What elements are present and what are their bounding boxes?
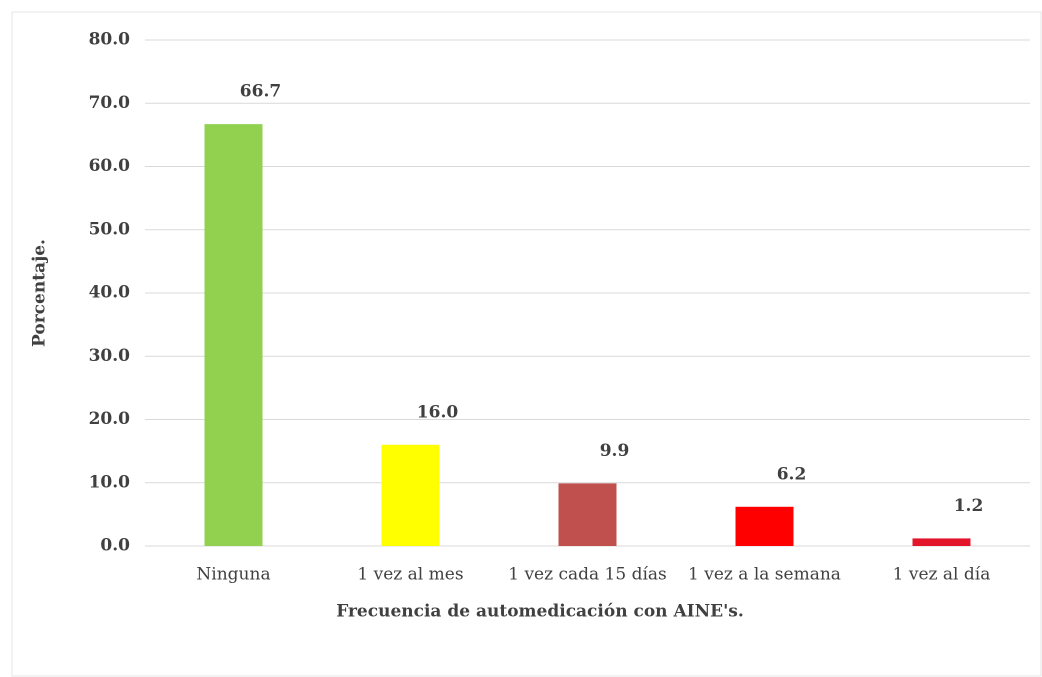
bar bbox=[381, 444, 440, 546]
y-axis-label: Porcentaje. bbox=[30, 239, 50, 347]
value-label: 1.2 bbox=[954, 496, 984, 516]
value-label: 6.2 bbox=[777, 464, 807, 484]
bar bbox=[735, 506, 794, 546]
x-tick-label: Ninguna bbox=[196, 565, 270, 585]
y-tick-label: 0.0 bbox=[100, 536, 130, 556]
y-tick-label: 70.0 bbox=[89, 93, 131, 113]
y-tick-label: 60.0 bbox=[89, 156, 131, 176]
y-tick-label: 80.0 bbox=[89, 30, 131, 50]
value-label: 66.7 bbox=[240, 82, 281, 102]
x-tick-label: 1 vez a la semana bbox=[688, 565, 841, 585]
x-axis-label: Frecuencia de automedicación con AINE's. bbox=[336, 602, 744, 622]
bar bbox=[204, 124, 263, 546]
x-tick-label: 1 vez al mes bbox=[357, 565, 463, 585]
chart-frame bbox=[11, 11, 1042, 677]
y-tick-label: 20.0 bbox=[89, 409, 131, 429]
y-tick-label: 10.0 bbox=[89, 472, 131, 492]
x-tick-label: 1 vez al día bbox=[893, 565, 991, 585]
bar bbox=[558, 483, 617, 546]
value-label: 16.0 bbox=[417, 402, 459, 422]
value-label: 9.9 bbox=[600, 441, 630, 461]
x-tick-label: 1 vez cada 15 días bbox=[508, 565, 667, 585]
y-tick-label: 40.0 bbox=[89, 283, 131, 303]
bar bbox=[912, 538, 971, 546]
y-tick-label: 30.0 bbox=[89, 346, 131, 366]
y-tick-label: 50.0 bbox=[89, 219, 131, 239]
